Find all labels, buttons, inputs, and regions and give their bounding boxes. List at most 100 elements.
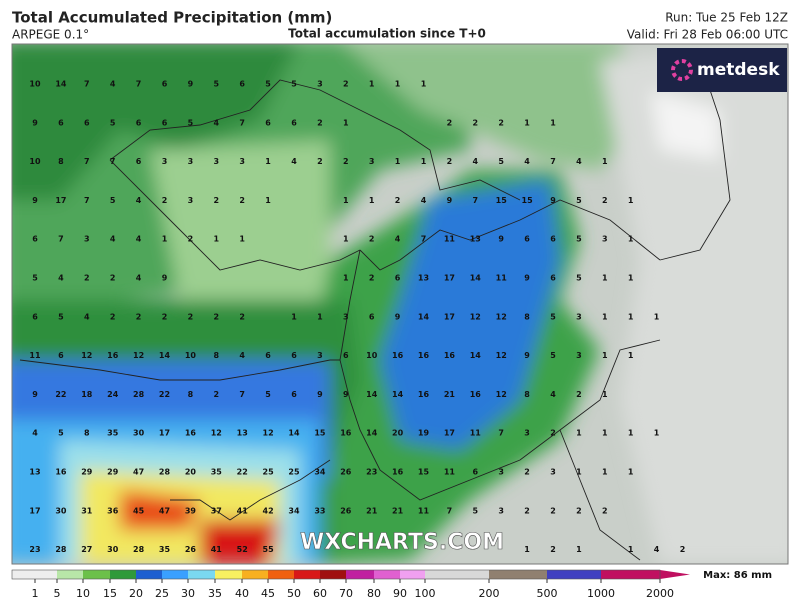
grid-value: 4	[421, 196, 427, 205]
grid-value: 4	[58, 274, 64, 283]
grid-value: 12	[81, 351, 92, 360]
grid-value: 4	[136, 235, 142, 244]
grid-value: 22	[55, 390, 66, 399]
grid-value: 2	[162, 196, 168, 205]
grid-value: 28	[55, 545, 67, 554]
grid-value: 39	[185, 506, 197, 515]
grid-value: 6	[162, 80, 168, 89]
grid-value: 28	[133, 390, 145, 399]
grid-value: 3	[162, 157, 168, 166]
grid-value: 7	[110, 157, 116, 166]
grid-value: 2	[524, 506, 530, 515]
grid-value: 12	[133, 351, 144, 360]
grid-value: 7	[84, 157, 90, 166]
grid-value: 1	[395, 80, 401, 89]
grid-value: 9	[32, 118, 38, 127]
grid-value: 2	[369, 274, 375, 283]
grid-value: 3	[188, 157, 194, 166]
grid-value: 16	[444, 351, 456, 360]
grid-value: 2	[447, 157, 453, 166]
colorbar-label: 90	[393, 587, 407, 600]
grid-value: 30	[133, 429, 145, 438]
grid-value: 3	[239, 157, 245, 166]
grid-value: 11	[470, 429, 482, 438]
grid-value: 23	[366, 468, 377, 477]
grid-value: 13	[470, 235, 481, 244]
grid-value: 2	[188, 235, 194, 244]
grid-value: 5	[576, 235, 582, 244]
grid-value: 3	[550, 468, 556, 477]
grid-value: 4	[291, 157, 297, 166]
grid-value: 33	[314, 506, 325, 515]
grid-value: 6	[239, 80, 245, 89]
grid-value: 6	[473, 468, 479, 477]
colorbar-segment	[136, 570, 162, 579]
grid-value: 8	[188, 390, 194, 399]
grid-value: 1	[628, 545, 634, 554]
grid-value: 15	[418, 468, 430, 477]
grid-value: 1	[343, 274, 349, 283]
grid-value: 1	[550, 118, 556, 127]
colorbar-segment	[294, 570, 320, 579]
grid-value: 4	[550, 390, 556, 399]
grid-value: 5	[188, 118, 194, 127]
colorbar-label: 80	[367, 587, 381, 600]
grid-value: 21	[392, 506, 404, 515]
grid-value: 7	[473, 196, 479, 205]
watermark: WXCHARTS.COM	[300, 530, 504, 555]
grid-value: 2	[473, 118, 479, 127]
grid-value: 2	[214, 196, 220, 205]
grid-value: 6	[395, 274, 401, 283]
colorbar-segment	[547, 570, 601, 579]
grid-value: 3	[188, 196, 194, 205]
logo-text: metdesk	[697, 60, 780, 80]
grid-value: 10	[29, 80, 41, 89]
grid-value: 1	[214, 235, 220, 244]
grid-value: 8	[84, 429, 90, 438]
grid-value: 17	[29, 506, 40, 515]
grid-value: 47	[133, 468, 144, 477]
model: ARPEGE 0.1°	[12, 28, 89, 42]
title: Total Accumulated Precipitation (mm)	[12, 9, 332, 27]
grid-value: 9	[317, 390, 323, 399]
colorbar-label: 50	[287, 587, 301, 600]
run-time: Run: Tue 25 Feb 12Z	[665, 11, 788, 25]
grid-value: 6	[291, 118, 297, 127]
grid-value: 2	[395, 196, 401, 205]
grid-value: 30	[107, 545, 119, 554]
grid-value: 26	[185, 545, 197, 554]
grid-value: 5	[32, 274, 38, 283]
grid-value: 6	[32, 235, 38, 244]
grid-value: 1	[421, 157, 427, 166]
grid-value: 5	[265, 390, 271, 399]
grid-value: 27	[81, 545, 92, 554]
grid-value: 6	[58, 351, 64, 360]
grid-value: 11	[29, 351, 41, 360]
map-field: 10 14 7 4 7 6 9 5 6 5 5 3 2 1 1 19 6 6 5 6 6 5 4 7 6 6 2 1 2 2 2 1 110 8 7…	[12, 44, 788, 564]
grid-value: 2	[524, 468, 530, 477]
grid-value: 5	[58, 429, 64, 438]
colorbar: 1 5 10 15 20 25 30 35 40 45 50 60 70 80 90 100 200 500 100…	[11, 569, 690, 600]
grid-value: 7	[550, 157, 556, 166]
grid-value: 15	[314, 429, 326, 438]
grid-value: 16	[55, 468, 67, 477]
grid-value: 55	[263, 545, 275, 554]
grid-value: 11	[496, 274, 508, 283]
grid-value: 11	[418, 506, 430, 515]
colorbar-segment	[400, 570, 425, 579]
grid-value: 7	[84, 196, 90, 205]
grid-value: 20	[185, 468, 197, 477]
grid-value: 3	[84, 235, 90, 244]
grid-values: 10 14 7 4 7 6 9 5 6 5 5 3 2 1 1 19 6 6 5 6 6 5 4 7 6 6 2 1 2 2 2 1 110 8 7…	[29, 80, 685, 555]
grid-value: 5	[550, 312, 556, 321]
grid-value: 16	[340, 429, 352, 438]
grid-value: 2	[550, 506, 556, 515]
grid-value: 7	[447, 506, 453, 515]
grid-value: 25	[263, 468, 275, 477]
grid-value: 10	[185, 351, 197, 360]
grid-value: 9	[188, 80, 194, 89]
grid-value: 26	[340, 506, 352, 515]
grid-value: 29	[81, 468, 93, 477]
grid-value: 1	[602, 312, 608, 321]
